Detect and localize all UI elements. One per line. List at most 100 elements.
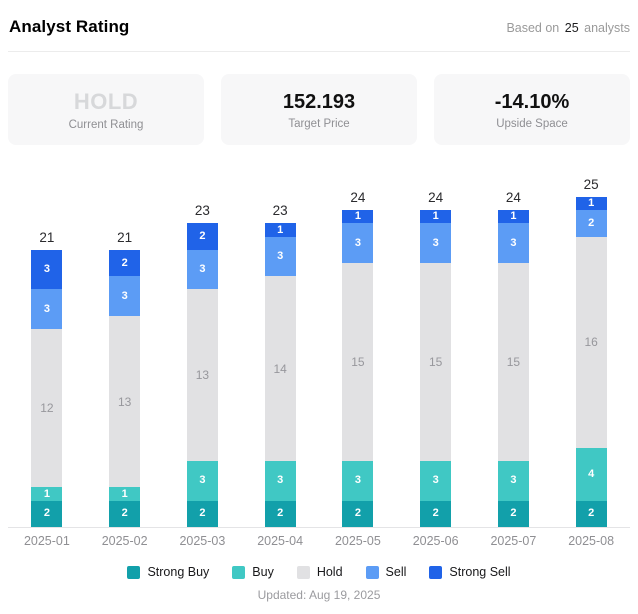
bar-segment-strong-sell[interactable]: 2 [186, 223, 218, 250]
bar-segment-strong-buy[interactable]: 2 [497, 500, 529, 527]
upside-space-value: -14.10% [494, 90, 570, 113]
x-axis-label-2025-03: 2025-03 [179, 534, 226, 548]
bar-segment-hold[interactable]: 15 [420, 263, 452, 462]
bar-segment-strong-buy[interactable]: 2 [109, 500, 141, 527]
bar-segment-strong-sell[interactable]: 1 [497, 210, 529, 224]
chart-column-2025-07: 24 1 3 15 3 2 [475, 190, 553, 527]
bar-segment-hold[interactable]: 14 [264, 276, 296, 462]
bar-total-label: 24 [505, 190, 521, 206]
bar-segment-hold[interactable]: 15 [342, 263, 374, 462]
bar-segment-strong-buy[interactable]: 2 [186, 500, 218, 527]
page-title: Analyst Rating [9, 17, 130, 36]
based-on-prefix: Based on [506, 21, 560, 35]
updated-timestamp: Updated: Aug 19, 2025 [257, 588, 381, 602]
bar-total-label: 24 [428, 190, 444, 206]
bar-segment-strong-sell[interactable]: 1 [342, 210, 374, 224]
chart-column-2025-04: 23 1 3 14 3 2 [241, 203, 319, 527]
bar-segment-buy[interactable]: 1 [31, 487, 63, 501]
x-axis-label-2025-02: 2025-02 [101, 534, 148, 548]
analyst-count: 25 [564, 21, 579, 35]
bar-segment-buy[interactable]: 3 [420, 461, 452, 501]
current-rating-card: HOLD Current Rating [8, 74, 204, 145]
bar-total-label: 23 [272, 203, 288, 219]
bar-segment-strong-buy[interactable]: 2 [264, 500, 296, 527]
bar-segment-hold[interactable]: 13 [186, 289, 218, 462]
bar-segment-hold[interactable]: 16 [575, 236, 607, 448]
x-axis-label-2025-05: 2025-05 [334, 534, 381, 548]
bar-segment-strong-buy[interactable]: 2 [31, 500, 63, 527]
chart-plot: 21 3 3 12 1 2 21 2 3 13 1 2 23 2 3 13 3 2 23 1 3 14 3 2 24 1 3 15 3 2… [8, 160, 630, 527]
legend-item-strong-sell[interactable]: Strong Sell [429, 565, 511, 579]
bar-total-label: 21 [117, 229, 133, 245]
legend-swatch-sell [365, 565, 379, 579]
legend-swatch-strong-sell [429, 565, 443, 579]
bar-total-label: 25 [583, 177, 599, 193]
stacked-bar-2025-07: 1 3 15 3 2 [497, 210, 529, 527]
chart-column-2025-03: 23 2 3 13 3 2 [164, 203, 242, 527]
stacked-bar-2025-03: 2 3 13 3 2 [186, 223, 218, 527]
chart-column-2025-01: 21 3 3 12 1 2 [8, 230, 86, 527]
bar-segment-buy[interactable]: 3 [264, 461, 296, 501]
x-axis-label-2025-01: 2025-01 [23, 534, 70, 548]
stat-cards: HOLD Current Rating 152.193 Target Price… [8, 74, 630, 145]
bar-segment-strong-sell[interactable]: 3 [31, 249, 63, 290]
stacked-bar-2025-08: 1 2 16 4 2 [575, 197, 607, 527]
bar-total-label: 23 [194, 203, 210, 219]
chart-column-2025-05: 24 1 3 15 3 2 [319, 190, 397, 527]
chart-column-2025-02: 21 2 3 13 1 2 [86, 230, 164, 527]
legend-item-sell[interactable]: Sell [365, 565, 407, 579]
bar-segment-strong-buy[interactable]: 2 [420, 500, 452, 527]
bar-segment-sell[interactable]: 3 [186, 249, 218, 290]
legend-label: Strong Sell [449, 565, 511, 579]
chart-x-axis: 2025-01 2025-02 2025-03 2025-04 2025-05 2025-… [8, 527, 630, 552]
bar-segment-sell[interactable]: 3 [264, 236, 296, 277]
legend-item-strong-buy[interactable]: Strong Buy [127, 565, 209, 579]
bar-segment-strong-sell[interactable]: 1 [420, 210, 452, 224]
x-axis-label-2025-06: 2025-06 [412, 534, 459, 548]
bar-segment-sell[interactable]: 3 [342, 223, 374, 264]
x-axis-label-2025-08: 2025-08 [568, 534, 615, 548]
legend-swatch-buy [232, 565, 246, 579]
bar-segment-strong-sell[interactable]: 1 [264, 223, 296, 237]
bar-segment-buy[interactable]: 3 [497, 461, 529, 501]
bar-segment-strong-sell[interactable]: 2 [109, 249, 141, 277]
bar-segment-hold[interactable]: 13 [109, 315, 141, 488]
target-price-label: Target Price [288, 117, 350, 130]
bar-segment-sell[interactable]: 3 [31, 289, 63, 330]
bar-segment-buy[interactable]: 1 [109, 487, 141, 501]
legend-label: Strong Buy [147, 565, 210, 579]
bar-segment-hold[interactable]: 12 [31, 329, 63, 488]
bar-segment-strong-sell[interactable]: 1 [575, 197, 607, 211]
legend-swatch-strong-buy [127, 565, 141, 579]
widget-header: Analyst Rating Based on 25 analysts [8, 0, 630, 52]
current-rating-label: Current Rating [68, 118, 144, 131]
bar-total-label: 21 [39, 229, 55, 245]
upside-space-card: -14.10% Upside Space [434, 74, 630, 145]
bar-segment-sell[interactable]: 3 [497, 223, 529, 264]
bar-segment-sell[interactable]: 3 [109, 276, 141, 316]
legend-item-hold[interactable]: Hold [296, 565, 343, 579]
bar-segment-strong-buy[interactable]: 2 [342, 500, 374, 527]
legend-label: Sell [385, 565, 407, 579]
legend-item-buy[interactable]: Buy [232, 565, 274, 579]
bar-segment-buy[interactable]: 3 [186, 461, 218, 501]
stacked-bar-2025-01: 3 3 12 1 2 [31, 249, 63, 527]
legend-label: Hold [316, 565, 343, 579]
bar-segment-buy[interactable]: 3 [342, 461, 374, 501]
chart-legend: Strong Buy Buy Hold Sell Strong Sell [8, 565, 630, 579]
bar-segment-sell[interactable]: 3 [420, 223, 452, 264]
bar-segment-sell[interactable]: 2 [575, 210, 607, 237]
bar-segment-strong-buy[interactable]: 2 [575, 500, 607, 527]
stacked-bar-2025-02: 2 3 13 1 2 [109, 249, 141, 527]
bar-segment-hold[interactable]: 15 [497, 263, 529, 462]
bar-segment-buy[interactable]: 4 [575, 447, 607, 501]
chart-column-2025-06: 24 1 3 15 3 2 [397, 190, 475, 527]
legend-swatch-hold [296, 565, 310, 579]
stacked-bar-2025-04: 1 3 14 3 2 [264, 223, 296, 527]
analyst-rating-chart: 21 3 3 12 1 2 21 2 3 13 1 2 23 2 3 13 3 2 23 1 3 14 3 2 24 1 3 15 3 2… [8, 160, 630, 552]
target-price-value: 152.193 [282, 90, 356, 113]
x-axis-label-2025-07: 2025-07 [490, 534, 537, 548]
upside-space-label: Upside Space [496, 117, 568, 130]
stacked-bar-2025-06: 1 3 15 3 2 [420, 210, 452, 527]
